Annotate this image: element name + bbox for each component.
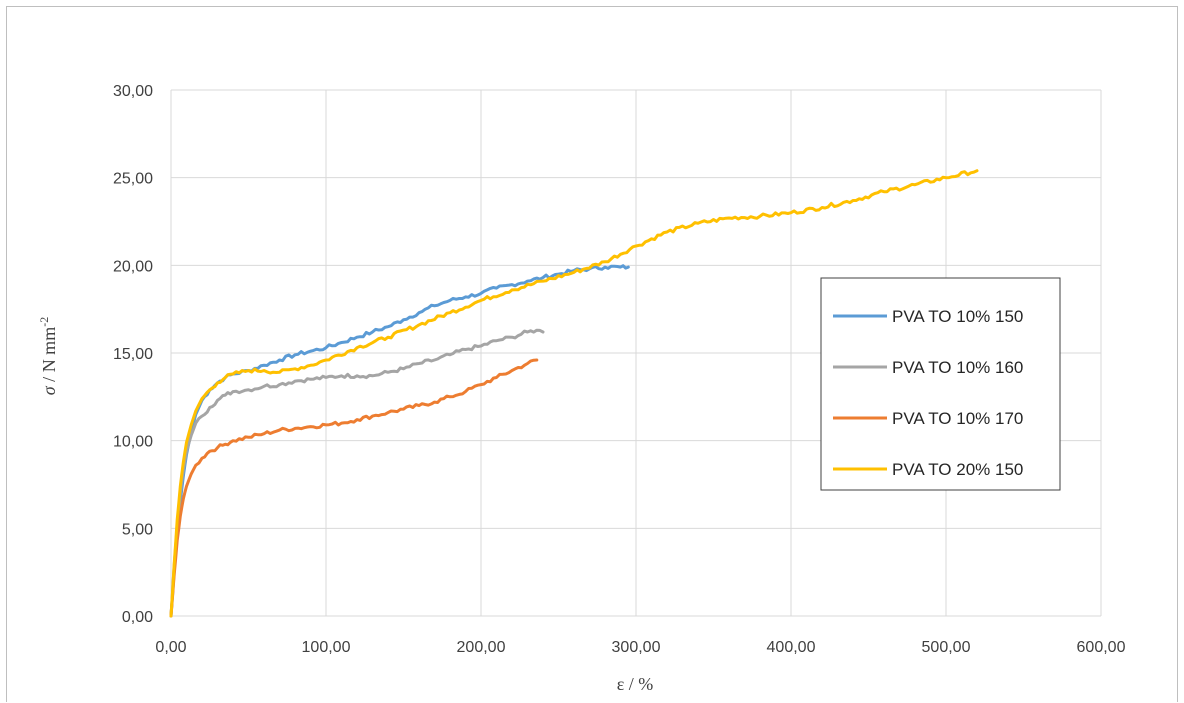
y-tick-label: 10,00 <box>113 434 153 451</box>
y-tick-label: 20,00 <box>113 258 153 275</box>
y-axis-exponent: -2 <box>37 317 51 327</box>
chart-frame: 0,00 5,00 10,00 15,00 20,00 25,00 30,00 0,00 10… <box>6 6 1178 702</box>
y-axis-title: σ / N mm-2 <box>37 317 59 395</box>
line-chart: 0,00 5,00 10,00 15,00 20,00 25,00 30,00 0,00 10… <box>37 83 1126 694</box>
y-tick-label: 15,00 <box>113 346 153 363</box>
series-line-2 <box>169 358 539 618</box>
x-tick-labels: 0,00 100,00 200,00 300,00 400,00 500,00 600,00 <box>155 639 1125 656</box>
x-tick-label: 100,00 <box>302 639 351 656</box>
legend-label-0: PVA TO 10% 150 <box>892 307 1023 326</box>
series-line-1 <box>169 328 545 618</box>
y-axis-unit: / N mm <box>39 327 59 387</box>
legend-label-1: PVA TO 10% 160 <box>892 358 1023 377</box>
x-tick-label: 0,00 <box>155 639 186 656</box>
y-tick-labels: 0,00 5,00 10,00 15,00 20,00 25,00 30,00 <box>113 83 153 626</box>
x-tick-label: 300,00 <box>612 639 661 656</box>
y-axis-symbol: σ <box>39 385 59 395</box>
x-tick-label: 200,00 <box>457 639 506 656</box>
x-axis-title: ε / % <box>617 674 654 694</box>
x-tick-label: 400,00 <box>767 639 816 656</box>
legend-label-3: PVA TO 20% 150 <box>892 460 1023 479</box>
y-tick-label: 5,00 <box>122 521 153 538</box>
series-line-3 <box>169 169 979 618</box>
y-tick-label: 0,00 <box>122 609 153 626</box>
legend-label-2: PVA TO 10% 170 <box>892 409 1023 428</box>
legend-box <box>820 277 1061 491</box>
x-tick-label: 500,00 <box>922 639 971 656</box>
y-tick-label: 25,00 <box>113 171 153 188</box>
x-tick-label: 600,00 <box>1077 639 1126 656</box>
legend: PVA TO 10% 150 PVA TO 10% 160 PVA TO 10% 1… <box>820 277 1061 491</box>
series-layer <box>169 169 979 618</box>
y-tick-label: 30,00 <box>113 83 153 100</box>
